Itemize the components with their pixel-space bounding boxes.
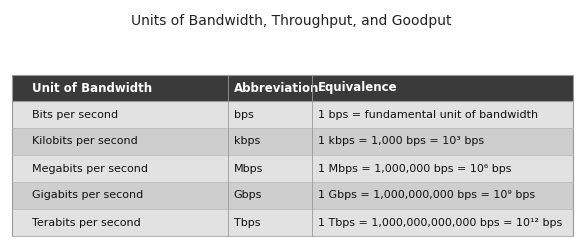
Bar bbox=[12, 75, 573, 236]
Text: Bits per second: Bits per second bbox=[31, 109, 118, 120]
Text: 1 Gbps = 1,000,000,000 bps = 10⁹ bps: 1 Gbps = 1,000,000,000 bps = 10⁹ bps bbox=[318, 190, 535, 201]
Text: bps: bps bbox=[234, 109, 254, 120]
Text: 1 Tbps = 1,000,000,000,000 bps = 10¹² bps: 1 Tbps = 1,000,000,000,000 bps = 10¹² bp… bbox=[318, 218, 562, 227]
Bar bbox=[12, 182, 573, 209]
Text: Gigabits per second: Gigabits per second bbox=[31, 190, 143, 201]
Bar bbox=[12, 155, 573, 182]
Text: Gbps: Gbps bbox=[234, 190, 262, 201]
Text: Terabits per second: Terabits per second bbox=[31, 218, 140, 227]
Text: 1 kbps = 1,000 bps = 10³ bps: 1 kbps = 1,000 bps = 10³ bps bbox=[318, 136, 484, 146]
Bar bbox=[12, 128, 573, 155]
Text: Tbps: Tbps bbox=[234, 218, 260, 227]
Text: Megabits per second: Megabits per second bbox=[31, 164, 148, 174]
Text: kbps: kbps bbox=[234, 136, 260, 146]
Text: Units of Bandwidth, Throughput, and Goodput: Units of Bandwidth, Throughput, and Good… bbox=[131, 14, 451, 28]
Text: 1 Mbps = 1,000,000 bps = 10⁶ bps: 1 Mbps = 1,000,000 bps = 10⁶ bps bbox=[318, 164, 512, 174]
Text: Kilobits per second: Kilobits per second bbox=[31, 136, 137, 146]
Bar bbox=[12, 209, 573, 236]
Bar bbox=[12, 101, 573, 128]
Text: Equivalence: Equivalence bbox=[318, 82, 398, 94]
Text: Unit of Bandwidth: Unit of Bandwidth bbox=[31, 82, 152, 94]
Text: 1 bps = fundamental unit of bandwidth: 1 bps = fundamental unit of bandwidth bbox=[318, 109, 538, 120]
Text: Mbps: Mbps bbox=[234, 164, 263, 174]
Bar bbox=[12, 75, 573, 101]
Text: Abbreviation: Abbreviation bbox=[234, 82, 320, 94]
